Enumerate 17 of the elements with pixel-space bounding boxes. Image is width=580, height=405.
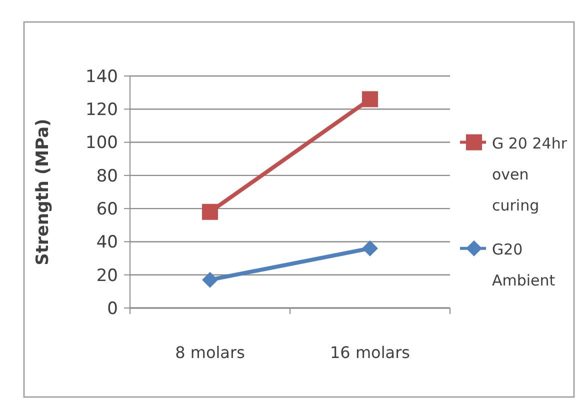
y-tick-label: 20: [96, 266, 118, 286]
point: [362, 240, 378, 256]
y-tick-label: 80: [96, 166, 118, 186]
x-tick-label: 16 molars: [330, 343, 410, 362]
y-tick-label: 0: [107, 298, 118, 319]
y-axis-title: Strength (MPa): [33, 118, 53, 266]
y-tick-label: 120: [86, 100, 118, 120]
y-tick-label: 40: [96, 232, 118, 253]
y-tick-label: 140: [86, 66, 118, 87]
point: [202, 272, 218, 288]
x-tick-label: 8 molars: [175, 343, 245, 362]
legend-label: G20 Ambient: [492, 240, 556, 290]
y-tick-label: 60: [96, 200, 118, 220]
y-tick-label: 100: [86, 133, 118, 154]
point: [362, 91, 378, 108]
point: [202, 204, 218, 220]
legend-label: G 20 24hr oven curing: [492, 134, 568, 214]
